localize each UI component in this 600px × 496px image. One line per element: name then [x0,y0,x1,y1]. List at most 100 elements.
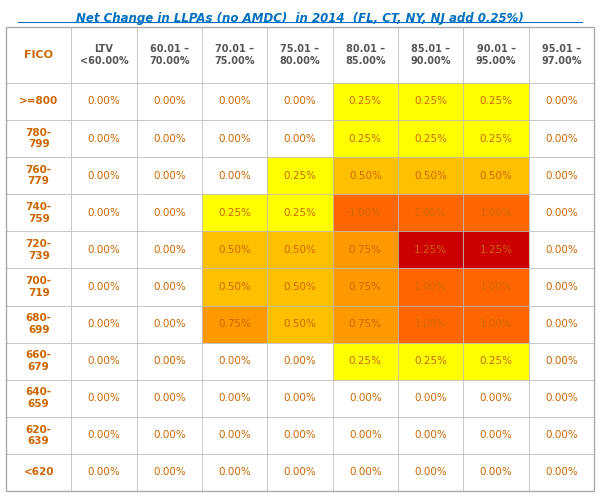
Text: 0.00%: 0.00% [284,431,316,440]
Bar [463,157,529,194]
Bar [268,343,332,380]
Text: 1.00%: 1.00% [414,208,447,218]
Bar [137,268,202,306]
Bar [529,83,594,120]
Bar [71,157,137,194]
Bar [202,343,268,380]
Bar [268,231,332,268]
Text: 0.00%: 0.00% [349,468,382,478]
Bar [137,306,202,343]
Bar [463,120,529,157]
Text: 0.25%: 0.25% [414,133,447,143]
Bar [398,380,463,417]
Text: 0.50%: 0.50% [284,282,316,292]
Text: 0.00%: 0.00% [545,97,578,107]
Text: 0.25%: 0.25% [414,97,447,107]
Text: 0.25%: 0.25% [349,356,382,366]
Bar [398,157,463,194]
Text: 1.25%: 1.25% [479,245,512,255]
Text: 0.25%: 0.25% [218,208,251,218]
Bar [398,306,463,343]
Text: 0.00%: 0.00% [545,431,578,440]
Text: 0.00%: 0.00% [88,97,121,107]
Text: 0.00%: 0.00% [349,431,382,440]
Bar [6,120,71,157]
Text: 0.00%: 0.00% [218,393,251,403]
Text: 0.75%: 0.75% [218,319,251,329]
Text: 0.00%: 0.00% [545,208,578,218]
Text: 0.50%: 0.50% [284,319,316,329]
Text: 80.01 –
85.00%: 80.01 – 85.00% [345,44,386,66]
Bar [398,231,463,268]
Bar [6,157,71,194]
Text: 0.00%: 0.00% [88,133,121,143]
Text: LTV
<60.00%: LTV <60.00% [80,44,128,66]
Bar [398,83,463,120]
Text: 0.00%: 0.00% [545,468,578,478]
Text: 0.00%: 0.00% [479,468,512,478]
Text: 0.00%: 0.00% [153,208,186,218]
Text: 0.00%: 0.00% [88,431,121,440]
Bar [268,268,332,306]
Bar [332,454,398,491]
Text: 1.00%: 1.00% [349,208,382,218]
Text: 0.00%: 0.00% [414,393,447,403]
Bar [398,120,463,157]
Bar [137,380,202,417]
Text: 0.50%: 0.50% [414,171,447,181]
Bar [71,120,137,157]
Bar [71,454,137,491]
Bar [332,380,398,417]
Bar [463,83,529,120]
Text: Net Change in LLPAs (no AMDC)  in 2014  (FL, CT, NY, NJ add 0.25%): Net Change in LLPAs (no AMDC) in 2014 (F… [76,12,524,25]
Bar [202,380,268,417]
Text: 0.25%: 0.25% [479,97,512,107]
Text: 0.75%: 0.75% [349,282,382,292]
Bar [332,157,398,194]
Bar [529,380,594,417]
Text: 0.00%: 0.00% [153,431,186,440]
Bar [529,120,594,157]
Text: 0.00%: 0.00% [414,468,447,478]
Bar [71,417,137,454]
Bar [463,231,529,268]
Bar [6,380,71,417]
Bar [398,454,463,491]
Text: 0.25%: 0.25% [349,133,382,143]
Bar [268,27,332,83]
Text: 70.01 –
75.00%: 70.01 – 75.00% [214,44,255,66]
Text: <620: <620 [23,468,54,478]
Text: 0.25%: 0.25% [349,97,382,107]
Text: 0.00%: 0.00% [284,97,316,107]
Bar [202,27,268,83]
Bar [463,454,529,491]
Bar [332,120,398,157]
Text: 0.00%: 0.00% [153,356,186,366]
Text: 0.00%: 0.00% [153,171,186,181]
Text: 1.25%: 1.25% [414,245,447,255]
Text: 0.25%: 0.25% [479,133,512,143]
Bar [137,157,202,194]
Text: 760-
779: 760- 779 [26,165,52,186]
Bar [137,343,202,380]
Bar [202,83,268,120]
Text: 0.00%: 0.00% [88,245,121,255]
Text: 0.00%: 0.00% [545,171,578,181]
Bar [332,417,398,454]
Bar [6,306,71,343]
Text: 0.50%: 0.50% [218,282,251,292]
Text: 0.50%: 0.50% [479,171,512,181]
Text: 0.00%: 0.00% [284,133,316,143]
Bar [398,417,463,454]
Text: 660-
679: 660- 679 [26,350,52,372]
Text: 0.00%: 0.00% [88,356,121,366]
Bar [268,194,332,231]
Bar [463,306,529,343]
Bar [529,306,594,343]
Bar [268,83,332,120]
Bar [463,417,529,454]
Text: 1.00%: 1.00% [414,282,447,292]
Text: 0.00%: 0.00% [545,393,578,403]
Bar [137,120,202,157]
Bar [463,268,529,306]
